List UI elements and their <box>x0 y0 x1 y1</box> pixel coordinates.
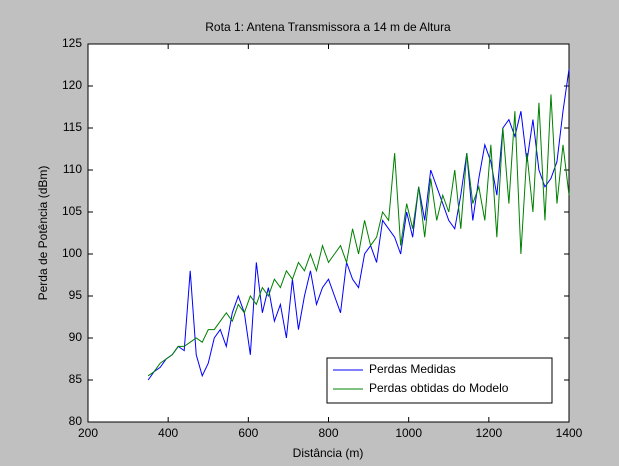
chart-title: Rota 1: Antena Transmissora a 14 m de Al… <box>205 20 451 34</box>
x-tick-label: 400 <box>158 426 178 440</box>
x-tick-label: 200 <box>78 426 98 440</box>
x-axis-label: Distância (m) <box>293 446 364 460</box>
y-tick-label: 125 <box>62 36 82 50</box>
x-tick-label: 1400 <box>556 426 583 440</box>
x-tick-label: 800 <box>318 426 338 440</box>
x-tick-label: 600 <box>238 426 258 440</box>
y-tick-label: 105 <box>62 204 82 218</box>
y-tick-label: 120 <box>62 78 82 92</box>
series-line <box>147 94 570 377</box>
legend: Perdas Medidas Perdas obtidas do Modelo <box>326 357 553 404</box>
series-line <box>147 69 570 381</box>
legend-label: Perdas obtidas do Modelo <box>369 381 509 395</box>
y-tick-label: 80 <box>69 414 83 428</box>
y-tick-label: 85 <box>69 372 83 386</box>
y-axis-label: Perda de Potência (dBm) <box>36 166 50 301</box>
x-tick-label: 1000 <box>395 426 422 440</box>
y-tick-label: 115 <box>63 120 82 134</box>
y-tick-label: 90 <box>69 330 83 344</box>
legend-box <box>326 357 553 404</box>
y-tick-label: 110 <box>63 162 82 176</box>
y-tick-label: 100 <box>62 246 82 260</box>
y-tick-label: 95 <box>69 288 83 302</box>
legend-label: Perdas Medidas <box>369 362 456 376</box>
x-tick-label: 1200 <box>475 426 502 440</box>
